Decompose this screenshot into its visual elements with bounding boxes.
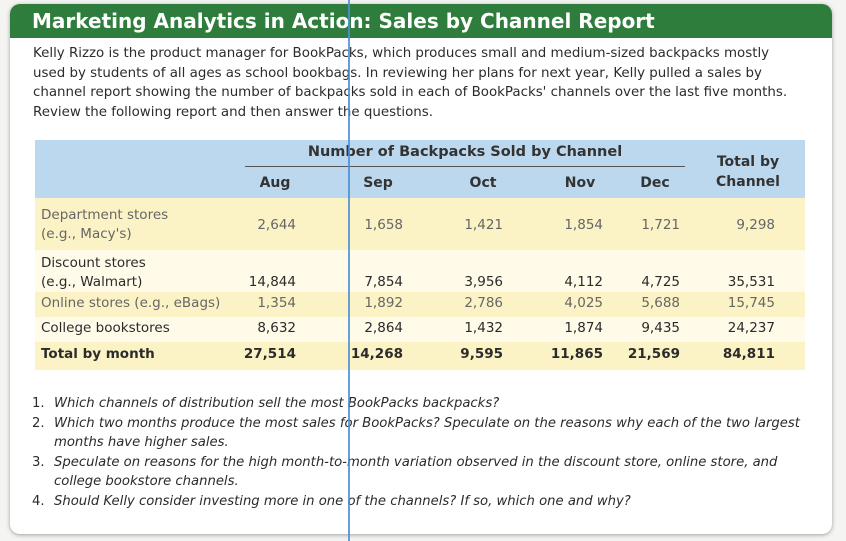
- cell-value: 14,844: [248, 274, 296, 290]
- row-label: Department stores: [41, 207, 169, 223]
- row-label: (e.g., Walmart): [41, 274, 143, 290]
- cell-value: 7,854: [364, 274, 403, 290]
- cell-value: 11,865: [550, 346, 603, 362]
- cell-value: 9,435: [641, 320, 680, 336]
- questions: 1. Which channels of distribution sell th…: [32, 394, 812, 512]
- column-header: Total by: [716, 154, 780, 170]
- question: 2. Which two months produce the most sale…: [32, 414, 812, 453]
- cell-value: 84,811: [722, 346, 775, 362]
- cell-value: 2,786: [464, 295, 503, 311]
- row-band: [35, 198, 805, 250]
- question: 1. Which channels of distribution sell th…: [32, 394, 812, 414]
- header-title: Marketing Analytics in Action: Sales by …: [10, 4, 832, 38]
- cell-value: 1,354: [257, 295, 296, 311]
- question-number: 4.: [32, 493, 45, 509]
- question: 3. Speculate on reasons for the high mont…: [32, 453, 812, 492]
- row-label: Discount stores: [41, 255, 146, 271]
- cell-value: 9,298: [736, 217, 775, 233]
- cell-value: 21,569: [627, 346, 680, 362]
- column-header: Dec: [640, 175, 670, 191]
- row-band: [35, 342, 805, 370]
- header-band: [35, 140, 805, 198]
- question-number: 1.: [32, 396, 45, 411]
- group-rule: [245, 166, 685, 167]
- cursor-line: [348, 0, 350, 541]
- cell-value: 24,237: [727, 320, 775, 336]
- cell-value: 4,725: [641, 274, 680, 290]
- cell-value: 2,644: [257, 217, 296, 233]
- cell-value: 1,874: [564, 320, 603, 336]
- cell-value: 9,595: [460, 346, 503, 362]
- cell-value: 1,854: [564, 217, 603, 233]
- cell-value: 15,745: [727, 295, 775, 311]
- question: 4. Should Kelly consider investing more i…: [32, 492, 812, 512]
- column-header: Nov: [564, 175, 596, 191]
- question-text: Which channels of distribution sell the …: [54, 396, 500, 411]
- cell-value: 4,025: [564, 295, 603, 311]
- row-band: [35, 317, 805, 342]
- cell-value: 27,514: [243, 346, 296, 362]
- row-band: [35, 292, 805, 317]
- row-label: College bookstores: [41, 320, 170, 336]
- row-label: Online stores (e.g., eBags): [41, 295, 221, 311]
- cell-value: 1,658: [364, 217, 403, 233]
- column-header: Aug: [259, 175, 291, 191]
- cell-value: 35,531: [727, 274, 775, 290]
- cell-value: 1,421: [464, 217, 503, 233]
- cell-value: 1,432: [464, 320, 503, 336]
- question-number: 2.: [32, 415, 45, 431]
- column-header: Channel: [716, 174, 780, 190]
- row-label: (e.g., Macy's): [41, 226, 132, 242]
- intro-paragraph: Kelly Rizzo is the product manager for B…: [33, 46, 788, 120]
- cell-value: 4,112: [564, 274, 603, 290]
- question-number: 3.: [32, 454, 45, 470]
- cell-value: 14,268: [350, 346, 403, 362]
- cell-value: 8,632: [257, 320, 296, 336]
- cell-value: 1,892: [364, 295, 403, 311]
- column-header: Oct: [469, 175, 497, 191]
- question-text: Speculate on reasons for the high month-…: [54, 454, 778, 490]
- cell-value: 5,688: [641, 295, 680, 311]
- column-header: Sep: [363, 175, 393, 191]
- cell-value: 3,956: [464, 274, 503, 290]
- case-card: Marketing Analytics in Action: Sales by …: [10, 4, 832, 534]
- row-label: Total by month: [41, 346, 155, 362]
- cell-value: 2,864: [364, 320, 403, 336]
- cell-value: 1,721: [641, 217, 680, 233]
- row-band: [35, 250, 805, 292]
- group-header: Number of Backpacks Sold by Channel: [307, 144, 623, 160]
- question-text: Which two months produce the most sales …: [54, 415, 800, 451]
- question-text: Should Kelly consider investing more in …: [54, 493, 631, 509]
